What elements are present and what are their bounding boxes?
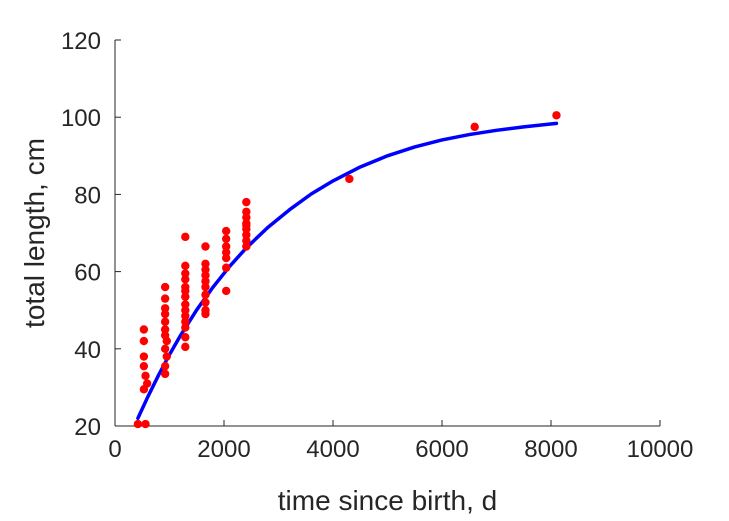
data-point <box>221 263 231 272</box>
data-point <box>162 352 171 361</box>
data-point <box>345 174 354 184</box>
y-tick-label: 120 <box>61 28 101 55</box>
data-point <box>181 282 190 292</box>
data-point <box>160 369 170 379</box>
y-tick-label: 80 <box>74 182 101 209</box>
x-tick-label: 10000 <box>627 436 694 463</box>
data-point <box>142 379 152 388</box>
data-point <box>160 344 170 353</box>
x-axis-title: time since birth, d <box>278 485 497 516</box>
data-point <box>201 265 210 274</box>
axis-titles: time since birth, d total length, cm <box>19 138 497 516</box>
data-point <box>160 331 170 340</box>
axes: 0 2000 4000 6000 8000 10000 20 40 60 80 100 120 <box>61 28 693 463</box>
x-tick-label: 6000 <box>415 436 468 463</box>
y-tick-label: 40 <box>74 337 101 364</box>
x-tick-label: 8000 <box>524 436 577 463</box>
data-point <box>201 290 210 299</box>
data-point <box>470 122 479 132</box>
y-tick-label: 20 <box>74 414 101 441</box>
data-point <box>181 261 190 271</box>
data-point <box>181 292 190 301</box>
data-point <box>160 361 170 371</box>
fitted-curve-layer <box>136 121 559 421</box>
data-point <box>139 352 149 361</box>
x-tick-label: 4000 <box>306 436 359 463</box>
data-point <box>133 419 143 429</box>
data-point <box>160 309 170 319</box>
data-point <box>181 333 190 342</box>
data-point <box>201 271 210 280</box>
data-point <box>221 286 231 296</box>
data-point <box>221 226 231 236</box>
data-point <box>242 230 251 240</box>
data-point <box>242 236 251 245</box>
data-point <box>242 207 251 216</box>
data-points-layer <box>133 111 561 429</box>
x-tick-label: 0 <box>108 436 121 463</box>
data-point <box>160 294 170 303</box>
data-point <box>201 306 210 315</box>
data-point <box>201 259 210 269</box>
data-point <box>181 323 190 332</box>
data-point <box>160 282 170 292</box>
data-point <box>141 371 150 381</box>
data-point <box>181 317 190 326</box>
data-point <box>141 419 150 429</box>
data-point <box>201 282 210 292</box>
fitted-growth-curve <box>136 121 559 421</box>
data-point <box>181 275 190 284</box>
data-point <box>201 298 210 307</box>
data-point <box>242 242 251 251</box>
y-tick-label: 100 <box>61 105 101 132</box>
data-point <box>221 248 231 257</box>
data-point <box>201 277 210 286</box>
data-point <box>139 336 149 346</box>
data-point <box>181 269 190 278</box>
data-point <box>181 300 190 309</box>
x-tick-label: 2000 <box>197 436 250 463</box>
data-point <box>160 317 170 326</box>
data-point <box>552 111 561 120</box>
data-point <box>221 242 231 251</box>
y-tick-label: 60 <box>74 260 101 287</box>
data-point <box>201 242 210 251</box>
data-point <box>181 342 190 352</box>
data-point <box>221 253 231 263</box>
data-point <box>221 234 231 243</box>
data-point <box>242 221 251 230</box>
data-point <box>242 213 251 222</box>
data-point <box>160 304 170 313</box>
data-point <box>139 325 149 334</box>
data-point <box>181 232 190 242</box>
data-point <box>242 197 251 207</box>
data-point <box>139 361 149 371</box>
y-axis-title: total length, cm <box>19 138 50 328</box>
data-point <box>160 325 170 334</box>
data-point <box>181 311 190 321</box>
data-point <box>181 306 190 315</box>
